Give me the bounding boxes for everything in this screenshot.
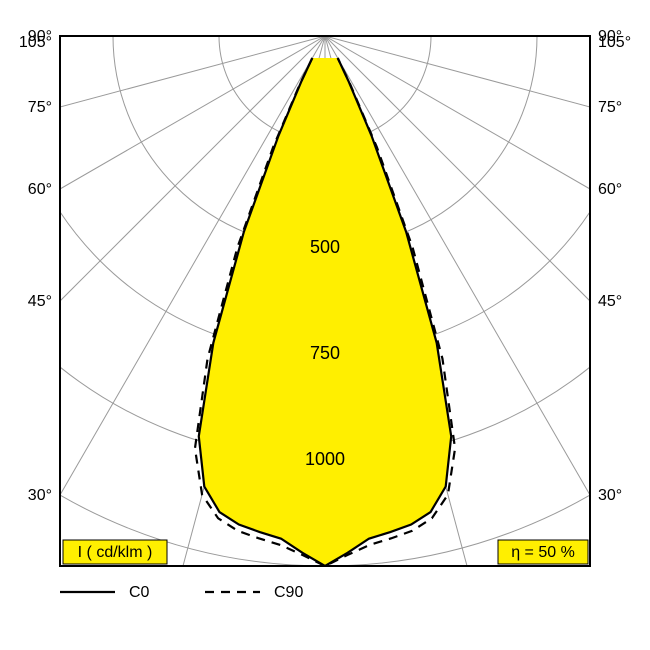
angle-label-right: 45° (598, 293, 622, 310)
radial-label: 500 (310, 237, 340, 257)
angle-label-left: 30° (28, 487, 52, 504)
chart-svg: 500750100030°30°45°45°60°60°75°75°90°90°… (0, 0, 650, 650)
radial-label: 1000 (305, 449, 345, 469)
angle-label-left: 105° (19, 34, 52, 51)
angle-label-right: 60° (598, 181, 622, 198)
radial-label: 750 (310, 343, 340, 363)
angle-label-right: 30° (598, 487, 622, 504)
angle-label-left: 75° (28, 99, 52, 116)
angle-label-left: 45° (28, 293, 52, 310)
photometric-polar-chart: 500750100030°30°45°45°60°60°75°75°90°90°… (0, 0, 650, 650)
units-box-text: I ( cd/klm ) (78, 544, 153, 561)
angle-label-left: 60° (28, 181, 52, 198)
efficiency-box-text: η = 50 % (511, 544, 575, 561)
legend-label: C0 (129, 584, 150, 601)
legend-label: C90 (274, 584, 303, 601)
angle-label-right: 75° (598, 99, 622, 116)
angle-label-right: 105° (598, 34, 631, 51)
